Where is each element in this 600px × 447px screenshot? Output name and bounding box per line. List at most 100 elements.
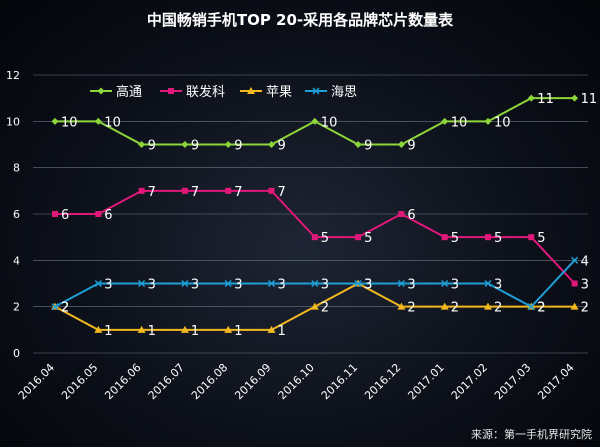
data-point [267, 279, 276, 288]
data-point [224, 325, 233, 333]
data-label: 2 [537, 301, 545, 316]
data-label: 6 [104, 208, 112, 223]
data-point [570, 302, 579, 310]
legend: 高通 联发科 苹果 海思 [90, 84, 357, 100]
data-point [94, 325, 103, 333]
data-label: 9 [364, 139, 372, 154]
data-point [571, 256, 579, 264]
data-point [180, 325, 189, 333]
data-label: 3 [321, 278, 329, 293]
data-label: 10 [321, 115, 338, 130]
data-point [441, 234, 448, 241]
data-point [310, 302, 319, 310]
data-label: 3 [191, 278, 199, 293]
data-point [311, 234, 318, 241]
x-tick-label: 2016.06 [102, 361, 143, 402]
data-label: 1 [104, 324, 112, 339]
data-point [94, 279, 102, 288]
data-point [485, 234, 491, 241]
series-3: 2 3 3 3 3 3 3 3 3 3 3 2 4 [51, 254, 589, 316]
data-point [571, 94, 579, 102]
data-label: 2 [61, 301, 69, 316]
data-label: 2 [61, 301, 69, 316]
legend-label: 联发科 [186, 84, 225, 100]
data-label: 3 [104, 278, 112, 293]
data-label: 3 [364, 278, 372, 293]
data-label: 7 [191, 185, 199, 200]
data-label: 3 [581, 278, 589, 293]
data-point [268, 141, 275, 148]
y-tick-label: 2 [13, 301, 20, 314]
data-point [181, 187, 188, 194]
chart-title: 中国畅销手机TOP 20-采用各品牌芯片数量表 [147, 11, 454, 29]
data-label: 9 [191, 139, 199, 154]
data-label: 4 [581, 254, 589, 269]
data-point [224, 141, 232, 148]
data-label: 2 [407, 301, 415, 316]
data-label: 3 [234, 278, 242, 293]
data-label: 2 [537, 301, 545, 316]
data-label: 10 [494, 115, 511, 130]
data-label: 1 [234, 324, 242, 339]
data-label: 3 [364, 278, 372, 293]
data-label: 7 [278, 185, 286, 200]
data-label: 1 [148, 324, 156, 339]
data-label: 3 [407, 278, 415, 293]
data-label: 2 [581, 301, 589, 316]
series-0: 10 10 9 9 9 9 10 9 9 10 10 11 11 [51, 92, 597, 154]
data-point [484, 279, 492, 288]
data-label: 6 [407, 208, 415, 223]
data-point [94, 117, 102, 125]
series-1: 6 6 7 7 7 7 5 5 6 5 5 5 3 [52, 185, 589, 293]
data-point [51, 117, 59, 125]
data-label: 6 [61, 208, 69, 223]
x-tick-label: 2017.03 [492, 361, 533, 402]
data-point [354, 141, 362, 148]
data-label: 5 [364, 231, 372, 246]
x-tick-label: 2017.02 [449, 361, 490, 402]
legend-label: 海思 [331, 85, 357, 100]
data-label: 11 [537, 92, 554, 107]
x-tick-label: 2017.01 [405, 361, 446, 402]
data-label: 3 [494, 278, 502, 293]
x-tick-label: 2016.07 [146, 361, 187, 402]
data-point [52, 211, 58, 217]
x-tick-label: 2017.04 [535, 361, 576, 402]
data-label: 2 [321, 301, 329, 316]
data-label: 2 [451, 301, 459, 316]
data-point [528, 234, 535, 241]
data-point [268, 187, 275, 194]
x-tick-label: 2016.04 [16, 361, 57, 402]
data-point [397, 302, 406, 310]
data-label: 1 [278, 324, 286, 339]
legend-marker [97, 87, 105, 95]
data-point [484, 117, 492, 125]
data-point [440, 302, 449, 310]
data-label: 1 [191, 324, 199, 339]
data-label: 9 [407, 139, 415, 154]
x-tick-label: 2016.12 [362, 361, 403, 402]
x-tick-label: 2016.05 [59, 361, 100, 402]
data-label: 9 [148, 139, 156, 154]
legend-marker [247, 87, 255, 94]
data-label: 9 [278, 139, 286, 154]
data-label: 5 [494, 231, 502, 246]
data-point [484, 302, 492, 310]
legend-label: 苹果 [266, 85, 292, 100]
data-point [571, 280, 578, 287]
data-label: 9 [234, 139, 242, 154]
legend-marker [168, 88, 174, 94]
data-point [267, 325, 276, 333]
data-point [181, 279, 189, 288]
y-tick-label: 10 [6, 115, 20, 128]
legend-marker [312, 87, 320, 95]
data-label: 10 [451, 115, 468, 130]
data-point [397, 279, 405, 288]
y-tick-label: 4 [13, 254, 20, 267]
data-point [441, 279, 449, 288]
x-tick-label: 2016.08 [189, 361, 230, 402]
data-point [311, 279, 319, 288]
y-tick-label: 12 [6, 69, 20, 82]
data-label: 3 [148, 278, 156, 293]
data-point [311, 117, 319, 125]
